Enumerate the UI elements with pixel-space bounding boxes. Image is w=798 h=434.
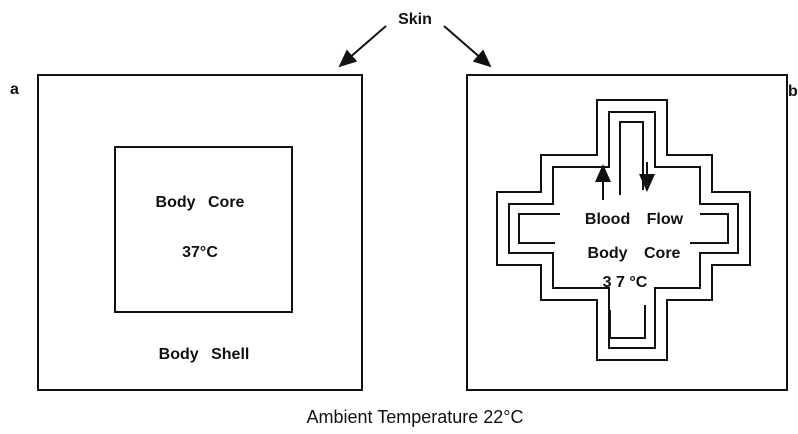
skin-label: Skin xyxy=(398,11,432,28)
core-label: Body Core xyxy=(588,245,681,262)
cross-outer xyxy=(496,99,751,361)
flow-label: Blood Flow xyxy=(585,211,684,228)
channel xyxy=(690,213,729,244)
channel xyxy=(609,305,646,339)
shell-label: Body Shell xyxy=(159,346,250,363)
temp-label: 3 7 °C xyxy=(603,274,648,291)
channel xyxy=(619,121,644,195)
outer-square xyxy=(37,74,363,391)
temp-label: 37°C xyxy=(182,244,218,261)
panel-label: b xyxy=(788,83,798,100)
channel xyxy=(518,213,560,244)
arrow xyxy=(443,25,492,68)
cross-inner xyxy=(508,111,739,349)
ambient-label: Ambient Temperature 22°C xyxy=(307,407,524,427)
arrow xyxy=(338,25,387,68)
core-label: Body Core xyxy=(156,194,245,211)
outer-square xyxy=(466,74,788,391)
panel-label: a xyxy=(10,81,19,98)
inner-square xyxy=(114,146,293,313)
